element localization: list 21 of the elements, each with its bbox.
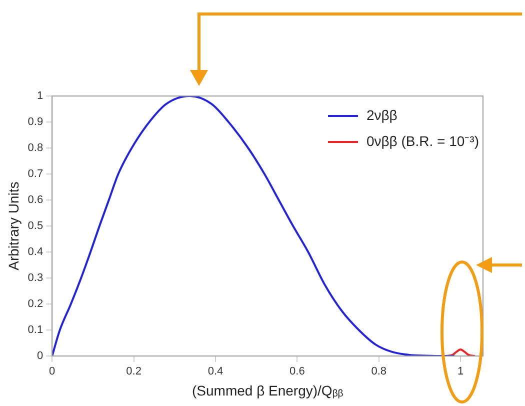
y-tick-label: 0 — [36, 350, 44, 362]
x-tick-label: 0.6 — [290, 366, 305, 378]
y-tick-label: 1 — [36, 90, 44, 102]
y-tick-label: 0.9 — [28, 116, 44, 128]
y-tick-label: 0.7 — [28, 168, 44, 180]
y-tick-label: 0.8 — [28, 142, 44, 154]
y-tick-label: 0.3 — [28, 272, 44, 284]
legend-label: 2νββ — [365, 106, 398, 125]
y-tick-label: 0.1 — [28, 324, 44, 336]
x-tick-label: 0.4 — [208, 366, 224, 378]
legend-label: 0νββ (B.R. = 10⁻³) — [365, 132, 479, 151]
y-tick-label: 0.5 — [28, 220, 44, 232]
x-tick-label: 0.2 — [126, 366, 142, 378]
y-tick-label: 0.4 — [28, 246, 44, 258]
y-tick-label: 0.6 — [28, 194, 44, 206]
x-axis-title: (Summed β Energy)/Qᵦᵦ — [192, 382, 344, 398]
y-axis-title: Arbitrary Units — [5, 182, 22, 270]
x-tick-label: 0 — [49, 366, 56, 378]
x-tick-label: 1 — [457, 366, 464, 378]
y-tick-label: 0.2 — [28, 298, 44, 310]
x-tick-label: 0.8 — [371, 366, 386, 378]
